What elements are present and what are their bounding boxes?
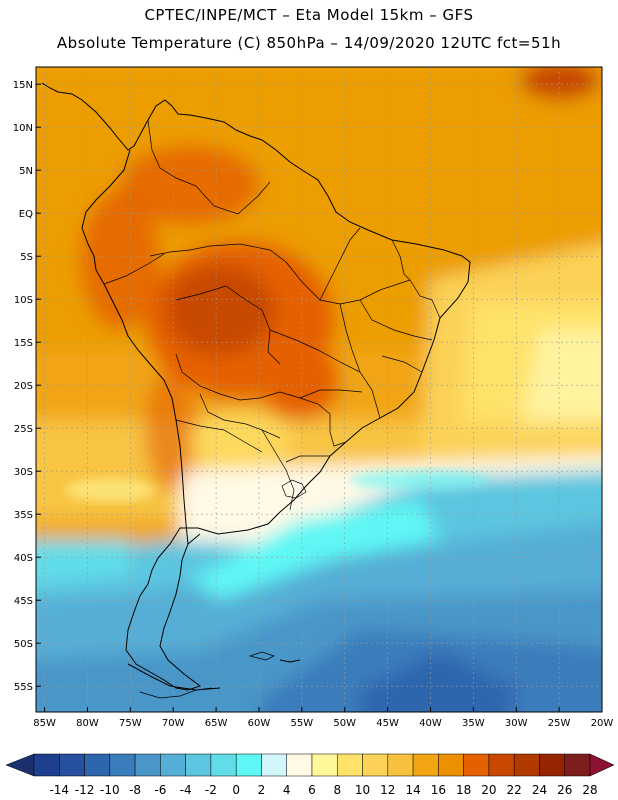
colorbar-swatch: [210, 753, 237, 777]
colorbar-label: -12: [75, 783, 95, 797]
lat-label: 20S: [14, 381, 33, 392]
colorbar-label: 12: [380, 783, 395, 797]
colorbar-swatch: [185, 753, 212, 777]
lon-label: 45W: [376, 718, 399, 729]
title-line-2: Absolute Temperature (C) 850hPa – 14/09/…: [56, 34, 562, 52]
colorbar-label: 4: [283, 783, 291, 797]
colorbar-label: -2: [205, 783, 217, 797]
lon-label: 65W: [205, 718, 228, 729]
lat-label: 10N: [13, 123, 33, 134]
colorbar-label: 14: [405, 783, 420, 797]
colorbar-label: 26: [557, 783, 572, 797]
colorbar-swatch: [412, 753, 439, 777]
colorbar-label: 28: [582, 783, 597, 797]
lon-label: 80W: [76, 718, 99, 729]
colorbar-label: -8: [129, 783, 141, 797]
colorbar-swatch: [311, 753, 338, 777]
lat-label: 35S: [14, 510, 33, 521]
lat-label: 25S: [14, 424, 33, 435]
lat-label: 10S: [14, 295, 33, 306]
colorbar-label: 18: [456, 783, 471, 797]
colorbar-label: 6: [308, 783, 316, 797]
colorbar-swatch: [84, 753, 111, 777]
longitude-labels: 85W 80W 75W 70W 65W 60W 55W 50W 45W 40W 35W 30W 25W 2…: [33, 707, 613, 729]
colorbar-label: 10: [355, 783, 370, 797]
colorbar-label: -4: [180, 783, 192, 797]
lat-label: 45S: [14, 596, 33, 607]
colorbar-swatch: [109, 753, 136, 777]
colorbar-label: 20: [481, 783, 496, 797]
lat-label: 15S: [14, 338, 33, 349]
colorbar-label: -6: [154, 783, 166, 797]
lat-label: 55S: [14, 682, 33, 693]
colorbar-swatch: [160, 753, 186, 777]
colorbar-swatch: [261, 753, 287, 777]
colorbar-swatch: [387, 753, 414, 777]
colorbar-swatch: [463, 753, 490, 777]
lon-label: 60W: [248, 718, 271, 729]
lat-label: 15N: [13, 80, 33, 91]
graticule: [36, 67, 602, 712]
lat-label: 5N: [19, 166, 33, 177]
lat-label: 5S: [20, 252, 33, 263]
colorbar-swatch: [337, 753, 363, 777]
colorbar-swatch: [59, 753, 85, 777]
colorbar-label: 16: [431, 783, 446, 797]
colorbar: -14 -12 -10 -8 -6 -4 -2 0 2 4 6 8 10 12 14 16 18 20 22 24 26…: [5, 753, 615, 797]
lat-label: 50S: [14, 639, 33, 650]
lat-label: 30S: [14, 467, 33, 478]
temperature-field: [36, 67, 602, 712]
lon-label: 35W: [462, 718, 485, 729]
colorbar-label: 8: [333, 783, 341, 797]
colorbar-label: 24: [532, 783, 547, 797]
colorbar-swatch: [539, 753, 565, 777]
lon-label: 70W: [162, 718, 185, 729]
colorbar-label: -14: [49, 783, 69, 797]
lat-label: 40S: [14, 553, 33, 564]
colorbar-swatch: [33, 753, 60, 777]
colorbar-label: 22: [507, 783, 522, 797]
islands-and-lakes: [139, 479, 307, 699]
country-borders: [103, 119, 441, 511]
map-frame: [35, 66, 603, 713]
colorbar-swatch: [513, 753, 540, 777]
lon-label: 20W: [591, 718, 614, 729]
colorbar-swatch: [235, 753, 262, 777]
colorbar-label: -10: [100, 783, 120, 797]
lon-label: 25W: [548, 718, 571, 729]
colorbar-swatch: [134, 753, 161, 777]
colorbar-swatch: [564, 753, 591, 777]
lon-label: 30W: [505, 718, 528, 729]
colorbar-swatch: [488, 753, 515, 777]
lon-label: 85W: [33, 718, 56, 729]
colorbar-under-arrow: [5, 753, 35, 777]
colorbar-swatch: [438, 753, 464, 777]
lon-label: 75W: [119, 718, 142, 729]
latitude-labels: 15N 10N 5N EQ 5S 10S 15S 20S 25S 30S 35S 40S 45S 50S 5…: [13, 80, 41, 693]
lon-label: 55W: [291, 718, 314, 729]
colorbar-swatch: [286, 753, 313, 777]
colorbar-swatch: [362, 753, 389, 777]
colorbar-label: 2: [258, 783, 266, 797]
lon-label: 40W: [419, 718, 442, 729]
lon-label: 50W: [333, 718, 356, 729]
colorbar-label: 0: [232, 783, 240, 797]
colorbar-over-arrow: [589, 753, 615, 777]
title-line-1: CPTEC/INPE/MCT – Eta Model 15km – GFS: [144, 6, 474, 24]
lat-label: EQ: [19, 209, 33, 220]
